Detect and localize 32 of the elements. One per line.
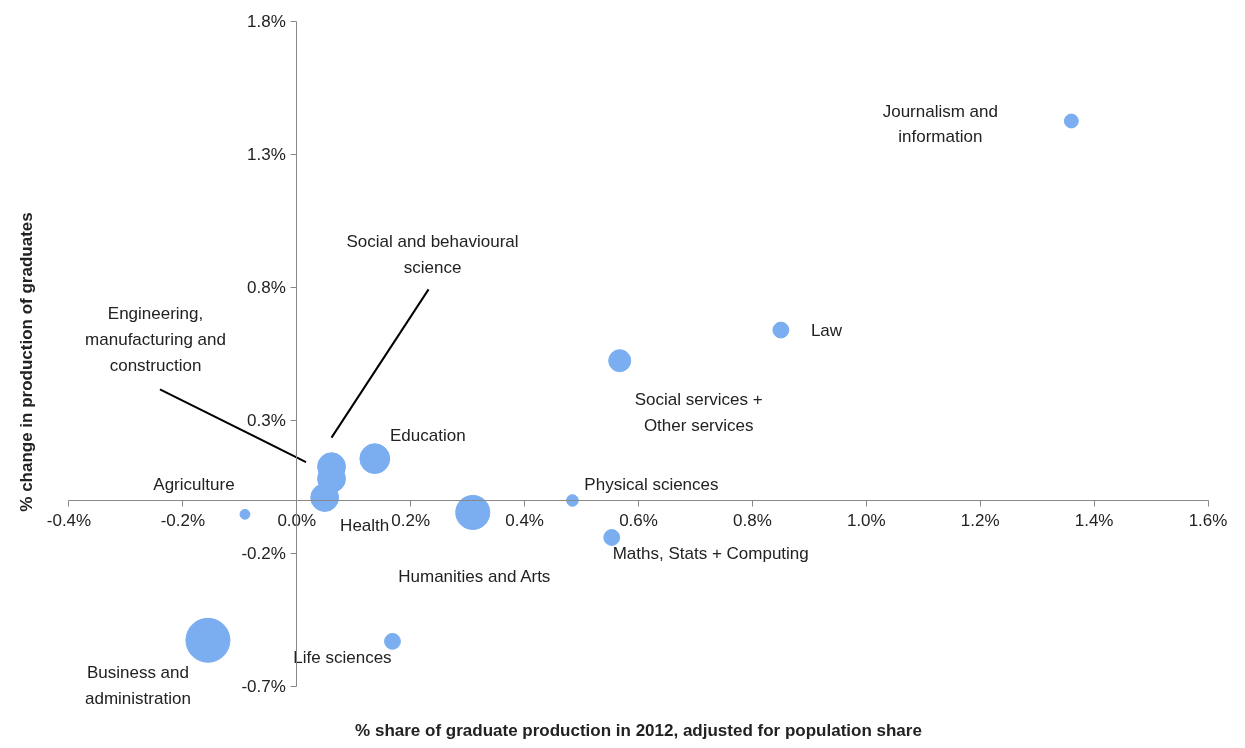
annotation: Life sciences: [293, 647, 392, 667]
x-tick-label: -0.4%: [46, 511, 92, 531]
annotation: Business and administration: [85, 662, 191, 708]
x-tick-label: 0.8%: [733, 511, 772, 531]
y-tick-label: -0.2%: [241, 544, 286, 564]
x-tick-label: 1.0%: [846, 511, 886, 531]
y-tick-label: 0.3%: [247, 411, 286, 431]
x-tick-label: 0.6%: [619, 511, 658, 531]
x-tick-label: -0.2%: [160, 511, 206, 531]
x-tick-label: 1.4%: [1074, 511, 1114, 531]
annotation: Agriculture: [153, 474, 235, 494]
annotation: Humanities and Arts: [398, 566, 551, 586]
x-tick-label: 0.0%: [277, 511, 317, 531]
annotation: Social services + Other services: [634, 390, 763, 435]
annotation: Law: [810, 320, 843, 340]
annotation: Engineering, manufacturing and construction: [85, 304, 226, 375]
y-tick-label: -0.7%: [241, 677, 286, 697]
annotation: Maths, Stats + Computing: [612, 543, 809, 563]
y-tick-label: 1.8%: [247, 11, 286, 31]
y-axis-title: % change in production of graduates: [16, 212, 36, 512]
x-tick-label: 1.6%: [1188, 511, 1228, 531]
y-tick-label: 0.8%: [247, 277, 286, 297]
x-axis-title: % share of graduate production in 2012, adjusted for population share: [355, 720, 922, 740]
y-tick-label: 1.3%: [247, 144, 286, 164]
x-tick-label: 1.2%: [960, 511, 1000, 531]
annotation: Health: [340, 516, 390, 536]
x-tick-label: 0.2%: [391, 511, 431, 531]
annotation: Social and behavioural science: [346, 232, 519, 277]
annotation: Journalism and information: [882, 101, 998, 147]
annotation: Education: [390, 426, 466, 446]
annotation: Physical sciences: [584, 474, 719, 494]
x-tick-label: 0.4%: [505, 511, 544, 531]
